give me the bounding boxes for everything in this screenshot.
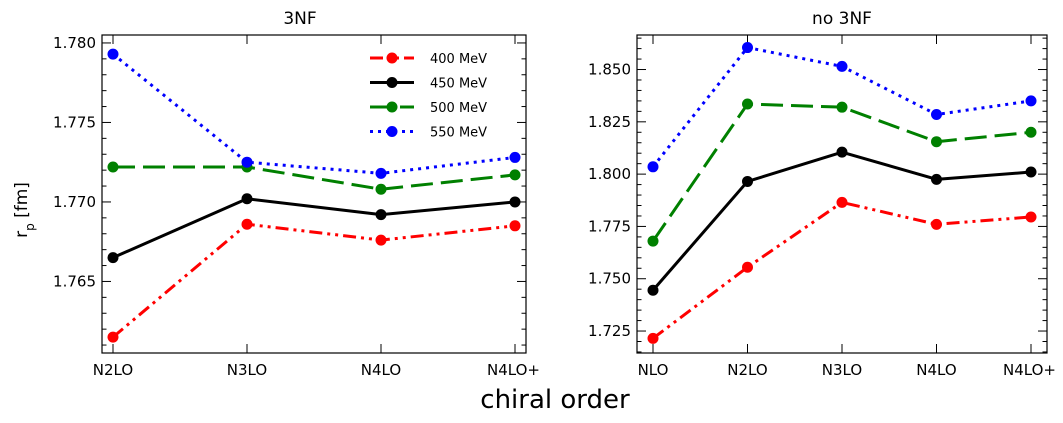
legend-marker: [386, 77, 398, 88]
panel-title: 3NF: [283, 9, 316, 29]
data-point: [241, 193, 253, 205]
data-point: [931, 173, 942, 185]
series-line: [112, 222, 516, 339]
data-point: [647, 235, 659, 247]
plot-frame: [636, 34, 1048, 354]
data-point: [931, 109, 942, 120]
data-point: [509, 169, 521, 181]
y-axis-label-symbol: r: [12, 231, 32, 238]
y-tick-label: 1.780: [53, 34, 96, 52]
y-axis-label-unit: [fm]: [12, 182, 32, 223]
y-tick-label: 1.725: [588, 322, 631, 340]
y-tick-label: 1.800: [588, 165, 631, 183]
legend-label: 500 MeV: [430, 101, 487, 116]
data-point: [836, 101, 848, 113]
data-point: [836, 146, 848, 158]
data-point: [647, 161, 659, 173]
series-line: [112, 197, 516, 259]
x-tick-label: N2LO: [727, 361, 767, 379]
legend-marker: [386, 52, 398, 64]
x-tick-label: N4LO+: [1003, 361, 1056, 379]
data-point: [509, 220, 521, 232]
x-tick-label: N4LO: [361, 361, 401, 379]
panel-3nf: 3NF 1.765 1.770 1.775 1.780 N2LO N3LO N4LO N4LO+: [53, 9, 540, 379]
y-tick-label: 1.850: [588, 61, 631, 79]
data-point: [509, 196, 521, 208]
legend-label: 550 MeV: [430, 126, 487, 141]
panel-title: no 3NF: [812, 9, 872, 29]
y-tick-label: 1.825: [588, 113, 631, 131]
legend-marker: [386, 101, 398, 113]
x-tick-label: N4LO+: [487, 361, 540, 379]
legend-label: 400 MeV: [430, 52, 487, 67]
data-point: [375, 167, 387, 179]
x-tick-label: N3LO: [822, 361, 862, 379]
data-point: [107, 331, 119, 343]
data-point: [241, 218, 253, 230]
plot-frame: [101, 34, 527, 354]
data-point: [742, 42, 753, 54]
x-tick-label: N2LO: [93, 361, 133, 379]
y-axis-label-subscript: p: [23, 223, 37, 231]
series-line: [113, 165, 516, 191]
data-point: [742, 261, 753, 273]
data-point: [836, 60, 848, 72]
y-tick-label: 1.770: [53, 193, 96, 211]
data-point: [836, 196, 848, 208]
data-point: [107, 252, 119, 264]
x-tick-label: N4LO: [916, 361, 956, 379]
panel-no-3nf: no 3NF 1.725 1.750 1.775 1.800 1.825 1.850 NLO N…: [588, 9, 1056, 379]
y-axis-label: rp [fm]: [12, 182, 37, 238]
data-point: [1025, 126, 1037, 138]
y-tick-label: 1.750: [588, 270, 631, 288]
data-point: [931, 136, 942, 148]
legend-label: 450 MeV: [430, 77, 487, 92]
data-point: [1025, 166, 1037, 178]
data-point: [241, 156, 253, 168]
data-point: [375, 183, 387, 195]
data-point: [1025, 95, 1037, 107]
data-point: [647, 284, 659, 296]
x-axis-label: chiral order: [480, 385, 630, 415]
data-point: [931, 218, 942, 230]
y-tick-label: 1.775: [588, 217, 631, 235]
y-tick-label: 1.775: [53, 113, 96, 131]
legend: 400 MeV 450 MeV 500 MeV 550 MeV: [370, 52, 487, 141]
data-point: [647, 332, 659, 344]
data-point: [742, 98, 753, 110]
data-point: [107, 161, 119, 173]
data-point: [375, 209, 387, 221]
x-tick-label: N3LO: [227, 361, 267, 379]
y-tick-label: 1.765: [53, 272, 96, 290]
data-point: [509, 151, 521, 163]
x-tick-label: NLO: [638, 361, 669, 379]
legend-marker: [386, 126, 398, 137]
data-point: [375, 234, 387, 246]
data-point: [107, 48, 119, 60]
data-point: [1025, 211, 1037, 223]
data-point: [742, 175, 753, 187]
